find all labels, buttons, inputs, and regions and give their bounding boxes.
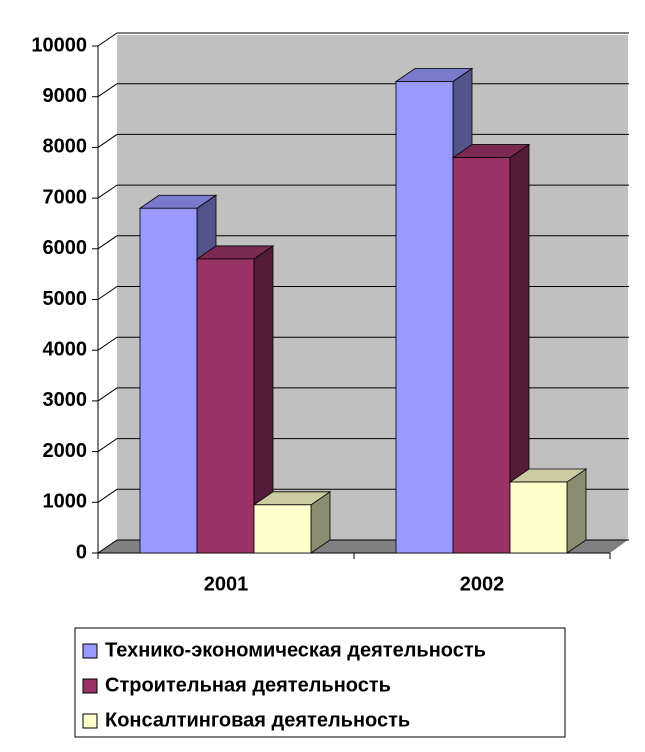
y-tick-label: 3000: [43, 389, 88, 411]
bar: [509, 481, 568, 554]
x-tick-label: 2002: [460, 573, 505, 595]
y-tick-label: 9000: [43, 85, 88, 107]
legend-label: Консалтинговая деятельность: [105, 709, 410, 731]
bar-side: [566, 468, 587, 554]
legend-swatch: [82, 678, 98, 694]
y-tick-label: 1000: [43, 491, 88, 513]
bar: [139, 207, 198, 554]
legend-label: Технико-экономическая деятельность: [105, 639, 486, 661]
bar: [196, 258, 255, 554]
bar: [253, 504, 312, 554]
legend-swatch: [82, 713, 98, 729]
y-tick-label: 5000: [43, 288, 88, 310]
y-tick-label: 4000: [43, 338, 88, 360]
bar: [395, 81, 454, 554]
y-tick-label: 2000: [43, 440, 88, 462]
grid-line: [97, 32, 629, 47]
legend-swatch: [82, 643, 98, 659]
x-tick-label: 2001: [204, 573, 249, 595]
y-tick-label: 7000: [43, 186, 88, 208]
y-tick-label: 8000: [43, 136, 88, 158]
y-tick-label: 6000: [43, 237, 88, 259]
bar: [452, 157, 511, 554]
legend: [74, 627, 566, 738]
legend-label: Строительная деятельность: [105, 674, 391, 696]
y-tick-label: 10000: [31, 34, 87, 56]
y-tick-label: 0: [76, 541, 87, 563]
